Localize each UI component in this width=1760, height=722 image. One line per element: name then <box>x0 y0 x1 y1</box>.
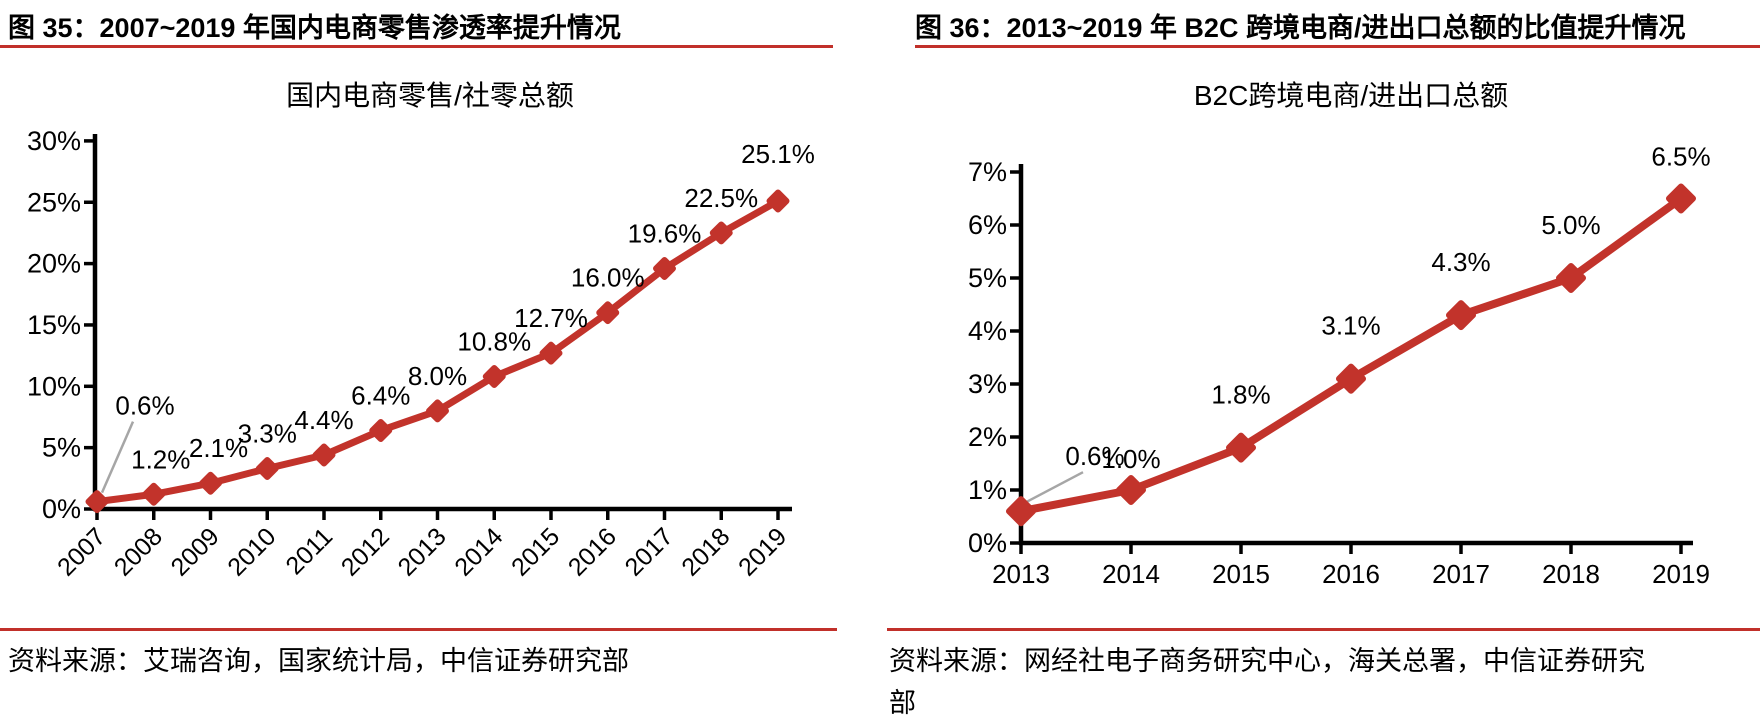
data-point-label: 2.1% <box>189 433 248 463</box>
x-tick-label: 2018 <box>676 522 735 581</box>
data-point-label: 25.1% <box>741 139 815 169</box>
data-point-label: 16.0% <box>571 263 645 293</box>
data-point-marker <box>1115 474 1147 506</box>
data-point-label: 4.4% <box>294 405 353 435</box>
data-point-marker <box>1665 183 1697 214</box>
x-tick-label: 2015 <box>1212 559 1270 589</box>
data-point-marker <box>142 482 166 506</box>
data-point-marker <box>199 471 222 495</box>
x-tick-label: 2010 <box>222 522 281 581</box>
y-tick-label: 1% <box>968 475 1007 505</box>
x-tick-label: 2013 <box>393 522 452 581</box>
y-tick-label: 0% <box>968 528 1007 558</box>
y-tick-label: 2% <box>968 422 1007 452</box>
x-tick-label: 2012 <box>336 522 395 581</box>
x-tick-label: 2017 <box>1432 559 1490 589</box>
data-point-marker <box>369 418 393 442</box>
figure-35-source: 资料来源：艾瑞咨询，国家统计局，中信证券研究部 <box>8 646 629 676</box>
data-point-marker <box>653 257 676 280</box>
data-point-label: 0.6% <box>1065 441 1124 471</box>
y-tick-label: 15% <box>27 310 81 340</box>
x-tick-label: 2016 <box>1322 559 1380 589</box>
data-point-label: 5.0% <box>1541 210 1600 240</box>
data-point-marker <box>1445 300 1477 331</box>
data-point-label: 22.5% <box>684 183 758 213</box>
data-point-marker <box>255 457 279 480</box>
x-tick-label: 2011 <box>280 522 338 580</box>
data-point-label: 1.8% <box>1211 380 1270 410</box>
figure-35-source-rule <box>0 628 837 631</box>
x-tick-label: 2008 <box>109 522 168 581</box>
y-tick-label: 6% <box>968 210 1007 240</box>
data-point-label: 10.8% <box>457 326 531 356</box>
data-point-label: 6.5% <box>1651 142 1710 172</box>
data-point-marker <box>1335 363 1367 394</box>
y-tick-label: 4% <box>968 316 1007 346</box>
figure-36-chart-title: B2C跨境电商/进出口总额 <box>1194 80 1508 111</box>
data-point-marker <box>1225 432 1257 463</box>
figure-36-caption: 图 36：2013~2019 年 B2C 跨境电商/进出口总额的比值提升情况 <box>915 13 1686 43</box>
data-point-label: 4.3% <box>1431 247 1490 277</box>
x-tick-label: 2017 <box>620 522 679 581</box>
x-tick-label: 2014 <box>449 522 508 581</box>
y-tick-label: 7% <box>968 157 1007 187</box>
figure-36-source: 资料来源：网经社电子商务研究中心，海关总署，中信证券研究部 <box>889 646 1645 718</box>
y-tick-label: 20% <box>27 249 81 279</box>
y-tick-label: 5% <box>42 433 81 463</box>
y-tick-label: 5% <box>968 263 1007 293</box>
data-point-marker <box>482 364 506 388</box>
y-tick-label: 3% <box>968 369 1007 399</box>
y-tick-label: 10% <box>27 371 81 401</box>
data-point-marker <box>85 490 109 514</box>
label-leader-line <box>100 421 135 494</box>
figure-36-line-chart: B2C跨境电商/进出口总额 0% 1% 2% 3% 4% 5% 6% 7% 2013 2014 20… <box>968 80 1711 589</box>
figure-36-caption-rule <box>915 45 1760 48</box>
figure-35-caption: 图 35：2007~2019 年国内电商零售渗透率提升情况 <box>8 13 621 43</box>
y-tick-label: 25% <box>27 187 81 217</box>
x-tick-label: 2018 <box>1542 559 1600 589</box>
figure-35-caption-rule <box>0 45 833 48</box>
data-point-label: 3.3% <box>238 419 297 449</box>
data-point-marker <box>1005 496 1037 527</box>
data-point-marker <box>1555 262 1587 294</box>
data-point-marker <box>426 399 449 423</box>
data-point-label: 6.4% <box>351 380 410 410</box>
x-tick-label: 2019 <box>1652 559 1710 589</box>
data-point-marker <box>709 221 733 245</box>
data-point-label: 0.6% <box>115 391 174 421</box>
x-tick-label: 2015 <box>506 522 565 581</box>
figure-36-source-rule <box>887 628 1760 631</box>
x-tick-label: 2019 <box>733 522 792 581</box>
data-point-marker <box>766 189 790 213</box>
x-tick-label: 2014 <box>1102 559 1160 589</box>
y-tick-label: 0% <box>42 494 81 524</box>
figure-36: 图 36：2013~2019 年 B2C 跨境电商/进出口总额的比值提升情况 B… <box>887 0 1760 722</box>
data-point-label: 1.0% <box>1101 444 1160 474</box>
y-tick-label: 30% <box>27 126 81 156</box>
data-point-marker <box>312 443 336 467</box>
x-tick-label: 2016 <box>563 522 622 581</box>
figure-35-chart-title: 国内电商零售/社零总额 <box>286 80 574 111</box>
figure-35: 图 35：2007~2019 年国内电商零售渗透率提升情况 国内电商零售/社零总… <box>0 0 845 722</box>
figure-35-line-chart: 国内电商零售/社零总额 0%5%10%15%20%25%30%200720082… <box>27 80 815 582</box>
x-tick-label: 2009 <box>166 522 225 581</box>
data-point-label: 8.0% <box>408 361 467 391</box>
data-point-label: 3.1% <box>1321 311 1380 341</box>
data-point-marker <box>539 341 563 365</box>
data-point-label: 19.6% <box>628 219 702 249</box>
data-point-label: 12.7% <box>514 303 588 333</box>
label-leader-line <box>1025 471 1084 504</box>
x-tick-label: 2013 <box>992 559 1050 589</box>
x-tick-label: 2007 <box>52 522 111 581</box>
data-point-label: 1.2% <box>131 444 190 474</box>
data-point-marker <box>596 301 620 325</box>
